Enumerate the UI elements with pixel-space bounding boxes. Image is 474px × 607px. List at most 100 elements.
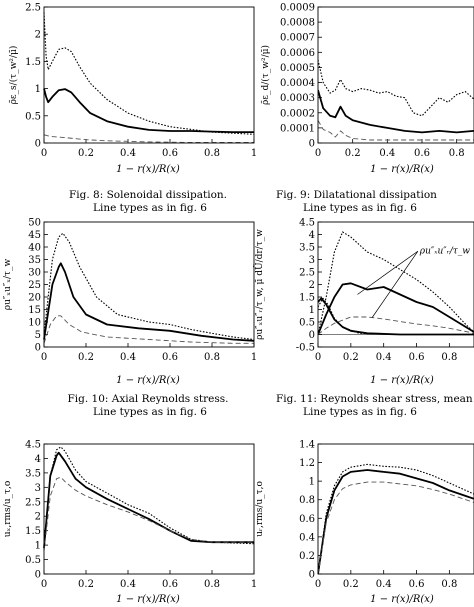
y-tick-label: 3.5 — [25, 468, 41, 479]
x-tick-label: 0.4 — [120, 352, 136, 363]
y-tick-label: 3.5 — [299, 243, 315, 254]
series-line-dotted — [43, 232, 255, 341]
y-axis-label: ρu″ₓu″ᵣ/τ_w, μ̄ dŨ/dr/τ_w — [253, 229, 265, 340]
x-tick-label: 0.2 — [78, 579, 94, 590]
x-tick-label: 0.2 — [78, 352, 94, 363]
x-tick-label: 0.8 — [441, 579, 457, 590]
y-tick-label: 1 — [35, 84, 41, 95]
caption-fig8-line2: Line types as in fig. 6 — [93, 202, 207, 214]
y-tick-label: 3 — [35, 483, 41, 494]
x-tick-label: 0.8 — [204, 352, 220, 363]
series-line-dashed — [43, 315, 254, 344]
annotation-leader — [357, 250, 419, 295]
y-tick-label: 0 — [309, 570, 315, 581]
y-tick-label: 4.5 — [299, 218, 315, 229]
chart-6: 0 0.2 0.4 0.6 0.8 1 1.2 1.4 0 0.2 0.4 0.6 0.8 uᵣ,rms/… — [255, 440, 474, 605]
y-tick-label: 35 — [28, 255, 41, 266]
series-group — [318, 231, 474, 336]
x-tick-label: 1 — [251, 148, 257, 159]
chart-5: 0 0.5 1 1.5 2 2.5 3 3.5 4 4.5 0 0.2 0.4 0.6 0.8 1 uₓ,rms… — [3, 440, 257, 606]
caption-fig10-line2: Line types as in fig. 6 — [93, 406, 207, 418]
x-tick-label: 0.6 — [414, 148, 430, 159]
plot-frame — [317, 221, 474, 348]
y-tick-label: 4.5 — [25, 440, 41, 451]
plot-frame — [43, 6, 255, 144]
plot-frame — [43, 221, 255, 348]
y-axis-label: ρ̄ε_s/(τ_w²/μ̄) — [8, 46, 19, 105]
x-axis-label: 1 − r(x)/R(x) — [116, 164, 180, 175]
series-line-solid — [318, 89, 474, 134]
y-tick-label: 30 — [28, 268, 41, 279]
y-tick-label: 0.8 — [299, 495, 315, 506]
y-tick-label: 0.0005 — [280, 63, 315, 74]
x-tick-label: 0 — [315, 579, 321, 590]
x-axis-label: 1 − r(x)/R(x) — [116, 375, 180, 386]
series-group — [318, 463, 474, 574]
y-tick-label: 25 — [28, 280, 41, 291]
caption-fig9-line2: Line types as in fig. 6 — [303, 202, 417, 214]
y-tick-label: 0.5 — [25, 111, 41, 122]
x-tick-label: 0.4 — [376, 352, 392, 363]
x-tick-label: 1 — [251, 352, 257, 363]
y-tick-label: 0.2 — [299, 551, 315, 562]
y-tick-label: 0.0001 — [280, 123, 315, 134]
y-tick-label: 1 — [309, 477, 315, 488]
x-tick-label: 0.2 — [343, 579, 359, 590]
series-group — [43, 12, 255, 143]
series-line-solid — [318, 282, 474, 335]
series-group — [318, 59, 474, 141]
annotation-label: ρu″ₓu″ᵣ/τ_w — [419, 246, 470, 256]
caption-fig9-line1: Fig. 9: Dilatational dissipation — [276, 189, 437, 201]
series-line-solid — [43, 451, 254, 549]
y-tick-label: 0.0008 — [280, 18, 315, 29]
y-tick-label: 40 — [28, 243, 41, 254]
plot-frame — [317, 6, 474, 144]
annotation-leader — [371, 251, 419, 318]
series-line-dashed — [318, 316, 474, 335]
y-tick-label: 20 — [28, 293, 41, 304]
x-tick-label: 0 — [315, 148, 321, 159]
y-tick-label: 0 — [35, 139, 41, 150]
x-tick-label: 0.6 — [162, 579, 178, 590]
series-line-solid — [43, 262, 255, 342]
y-tick-label: 0.6 — [299, 514, 315, 525]
series-line-dotted — [318, 231, 474, 335]
y-tick-label: 0.0007 — [280, 33, 315, 44]
x-tick-label: 0.4 — [120, 579, 136, 590]
y-tick-label: 2 — [35, 512, 41, 523]
y-tick-label: 1.4 — [299, 440, 315, 451]
caption-fig11-line2: Line types as in fig. 6 — [303, 406, 417, 418]
y-tick-label: 1.5 — [25, 57, 41, 68]
y-tick-label: 4 — [309, 230, 315, 241]
x-tick-label: 0 — [315, 352, 321, 363]
y-axis-label: uₓ,rms/u_τ,o — [3, 481, 13, 538]
x-tick-label: 0.4 — [376, 579, 392, 590]
x-axis-label: 1 − r(x)/R(x) — [370, 594, 434, 605]
x-axis-label: 1 − r(x)/R(x) — [370, 164, 434, 175]
chart-1: 0 0.5 1 1.5 2 2.5 0 0.2 0.4 0.6 0.8 1 ρ̄ε_s/(τ_w²/μ̄… — [8, 3, 257, 176]
y-tick-label: 0 — [35, 343, 41, 354]
y-tick-label: 0.0009 — [280, 3, 315, 14]
y-tick-label: 1 — [35, 541, 41, 552]
y-tick-label: 0.0006 — [280, 48, 315, 59]
chart-2: 0 0.0001 0.0002 0.0003 0.0004 0.0005 0.0006 0.0… — [260, 3, 474, 175]
x-tick-label: 0.8 — [449, 148, 465, 159]
y-tick-label: 45 — [28, 230, 41, 241]
captions-layer: Fig. 8: Solenoidal dissipation. Line typ… — [68, 189, 473, 418]
series-group — [43, 446, 255, 551]
x-tick-label: 0.2 — [78, 148, 94, 159]
y-tick-label: 2.5 — [25, 497, 41, 508]
x-tick-label: 0.4 — [379, 148, 395, 159]
y-tick-label: 15 — [28, 305, 41, 316]
x-tick-label: 0.6 — [162, 352, 178, 363]
chart-4: -0.500.511.522.533.544.50 0.2 0.4 0.6 0.8ρu″… — [253, 218, 474, 386]
y-tick-label: 0 — [309, 139, 315, 150]
caption-fig8-line1: Fig. 8: Solenoidal dissipation. — [69, 189, 227, 201]
series-line-dashed — [43, 134, 254, 143]
y-tick-label: 2.5 — [25, 3, 41, 14]
series-line-solid — [43, 88, 254, 133]
y-tick-label: 4 — [35, 454, 41, 465]
series-group — [43, 232, 255, 344]
